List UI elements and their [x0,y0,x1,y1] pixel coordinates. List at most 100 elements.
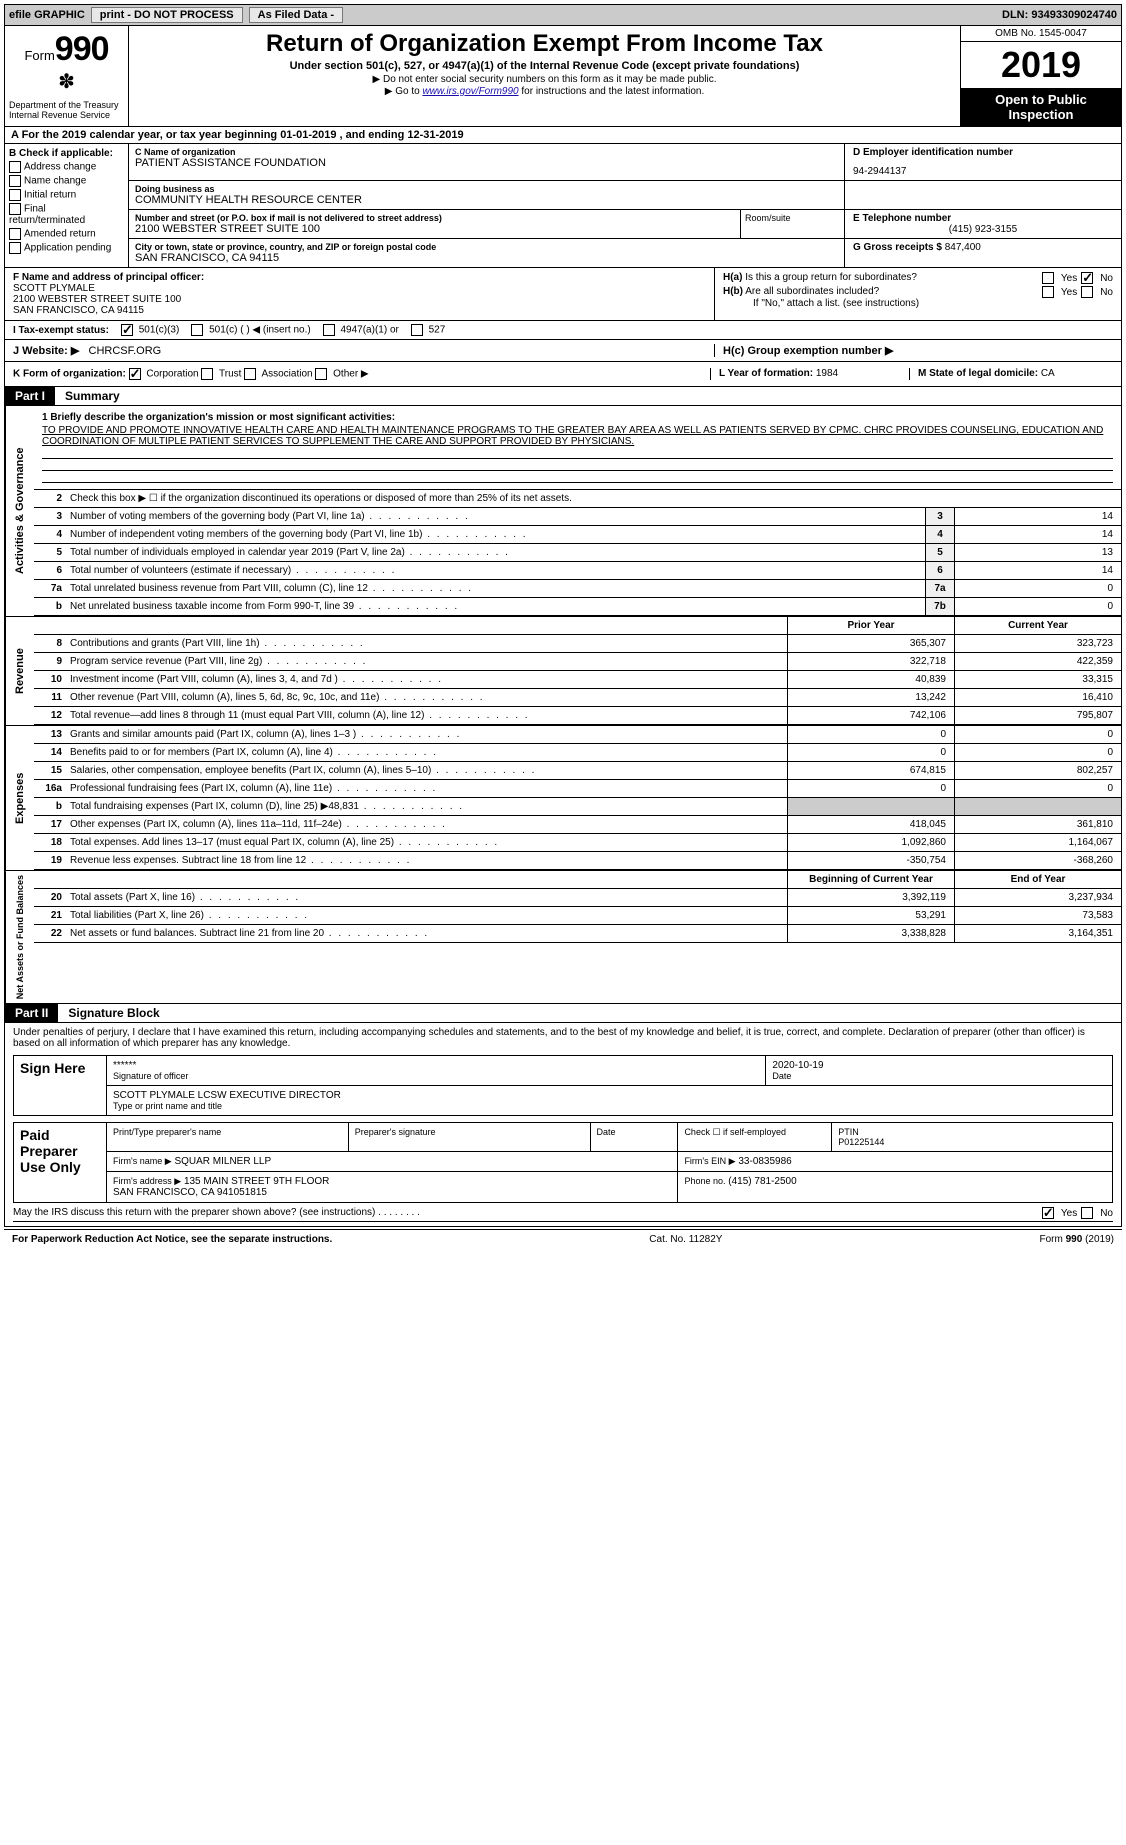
col-beginning-year: Beginning of Current Year [787,871,954,888]
firm-name: SQUAR MILNER LLP [174,1156,271,1167]
sign-date: 2020-10-19 [772,1060,1106,1071]
officer-name-title-label: Type or print name and title [113,1101,1106,1111]
dept-label: Department of the Treasury Internal Reve… [9,100,124,120]
firm-ein: 33-0835986 [738,1156,791,1167]
summary-line: 20Total assets (Part X, line 16)3,392,11… [34,889,1121,907]
city-value: SAN FRANCISCO, CA 94115 [135,252,838,264]
dln-label: DLN: 93493309024740 [1002,9,1117,21]
col-end-year: End of Year [954,871,1121,888]
prep-name-label: Print/Type preparer's name [107,1123,349,1152]
prep-date-label: Date [590,1123,678,1152]
sign-here-table: Sign Here ****** Signature of officer 20… [13,1055,1113,1116]
governance-section: Activities & Governance 1 Briefly descri… [4,406,1122,617]
summary-line: 4Number of independent voting members of… [34,526,1121,544]
ein-value: 94-2944137 [853,158,1113,177]
hb-yes[interactable] [1042,286,1054,298]
summary-line: 21Total liabilities (Part X, line 26)53,… [34,907,1121,925]
officer-name-title: SCOTT PLYMALE LCSW EXECUTIVE DIRECTOR [113,1090,1106,1101]
chk-name-change[interactable] [9,175,21,187]
form-number-block: Form990 ✽ Department of the Treasury Int… [5,26,129,126]
dba-value: COMMUNITY HEALTH RESOURCE CENTER [135,194,838,206]
form-title: Return of Organization Exempt From Incom… [137,30,952,58]
entity-block: B Check if applicable: Address change Na… [4,144,1122,268]
expenses-section: Expenses 13Grants and similar amounts pa… [4,726,1122,871]
group-return-block: H(a) Is this a group return for subordin… [715,268,1121,320]
sign-date-label: Date [772,1071,1106,1081]
website-value: CHRCSF.ORG [89,345,162,357]
line-2: Check this box ▶ ☐ if the organization d… [66,490,1121,507]
phone-heading: E Telephone number [853,213,1113,224]
discuss-no[interactable] [1081,1207,1093,1219]
sig-officer-label: Signature of officer [113,1071,759,1081]
summary-line: bNet unrelated business taxable income f… [34,598,1121,616]
summary-line: 18Total expenses. Add lines 13–17 (must … [34,834,1121,852]
chk-assoc[interactable] [244,368,256,380]
summary-line: 10Investment income (Part VIII, column (… [34,671,1121,689]
footer-left: For Paperwork Reduction Act Notice, see … [12,1234,332,1245]
summary-line: 7aTotal unrelated business revenue from … [34,580,1121,598]
chk-4947[interactable] [323,324,335,336]
top-toolbar: efile GRAPHIC print - DO NOT PROCESS As … [4,4,1122,26]
chk-corp[interactable] [129,368,141,380]
hb-no[interactable] [1081,286,1093,298]
form-subtitle-3: ▶ Go to www.irs.gov/Form990 for instruct… [137,86,952,97]
chk-other[interactable] [315,368,327,380]
form-990-number: 990 [55,30,109,68]
as-filed-button[interactable]: As Filed Data - [249,7,343,23]
chk-501c3[interactable] [121,324,133,336]
vtab-expenses: Expenses [5,726,34,870]
summary-line: 15Salaries, other compensation, employee… [34,762,1121,780]
discuss-yes[interactable] [1042,1207,1054,1219]
chk-final-return[interactable] [9,203,21,215]
row-a-tax-year: A For the 2019 calendar year, or tax yea… [4,127,1122,144]
c-name-heading: C Name of organization [135,147,838,157]
summary-line: 19Revenue less expenses. Subtract line 1… [34,852,1121,870]
form-header: Form990 ✽ Department of the Treasury Int… [4,26,1122,127]
open-to-public: Open to Public Inspection [961,88,1121,126]
summary-line: 13Grants and similar amounts paid (Part … [34,726,1121,744]
firm-phone: (415) 781-2500 [728,1176,796,1187]
self-employed-check[interactable]: Check ☐ if self-employed [678,1123,832,1152]
room-heading: Room/suite [745,213,791,223]
summary-line: 5Total number of individuals employed in… [34,544,1121,562]
form-title-block: Return of Organization Exempt From Incom… [129,26,960,126]
chk-app-pending[interactable] [9,242,21,254]
form-subtitle-2: ▶ Do not enter social security numbers o… [137,74,952,85]
chk-501c[interactable] [191,324,203,336]
mission-text: TO PROVIDE AND PROMOTE INNOVATIVE HEALTH… [42,425,1113,447]
summary-line: 6Total number of volunteers (estimate if… [34,562,1121,580]
summary-line: 3Number of voting members of the governi… [34,508,1121,526]
irs-link[interactable]: www.irs.gov/Form990 [422,86,518,97]
dba-heading: Doing business as [135,184,838,194]
website-row: J Website: ▶ CHRCSF.ORG H(c) Group exemp… [4,340,1122,362]
part-2-title: Signature Block [58,1004,1121,1022]
hb-note: If "No," attach a list. (see instruction… [723,298,1113,309]
chk-initial-return[interactable] [9,189,21,201]
city-heading: City or town, state or province, country… [135,242,838,252]
summary-line: 9Program service revenue (Part VIII, lin… [34,653,1121,671]
chk-527[interactable] [411,324,423,336]
discuss-question: May the IRS discuss this return with the… [13,1207,375,1218]
sign-here-label: Sign Here [14,1056,107,1116]
col-b-heading: B Check if applicable: [9,148,124,159]
col-b-checkboxes: B Check if applicable: Address change Na… [5,144,129,267]
print-button[interactable]: print - DO NOT PROCESS [91,7,243,23]
gross-receipts-value: 847,400 [945,242,981,253]
footer-right: Form 990 (2019) [1040,1234,1114,1245]
ha-no[interactable] [1081,272,1093,284]
chk-trust[interactable] [201,368,213,380]
officer-group-row: F Name and address of principal officer:… [4,268,1122,321]
chk-address-change[interactable] [9,161,21,173]
col-prior-year: Prior Year [787,617,954,634]
summary-line: 8Contributions and grants (Part VIII, li… [34,635,1121,653]
state-domicile: CA [1041,368,1055,379]
form-word: Form [24,48,54,63]
tax-year: 2019 [961,42,1121,88]
ha-yes[interactable] [1042,272,1054,284]
chk-amended[interactable] [9,228,21,240]
net-assets-section: Net Assets or Fund Balances Beginning of… [4,871,1122,1004]
hc-label: H(c) Group exemption number ▶ [723,345,893,357]
ptin-value: P01225144 [838,1137,884,1147]
paid-preparer-label: Paid Preparer Use Only [14,1123,107,1203]
summary-line: 11Other revenue (Part VIII, column (A), … [34,689,1121,707]
